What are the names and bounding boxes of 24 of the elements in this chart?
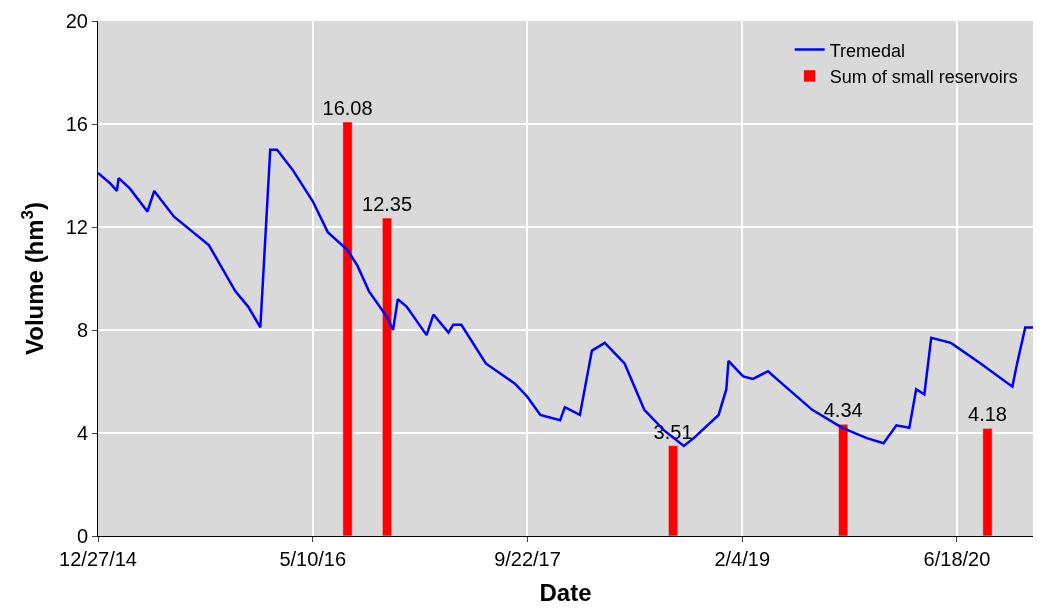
bar	[382, 217, 393, 536]
bar	[342, 121, 353, 536]
x-tick-label: 12/27/14	[59, 548, 137, 570]
x-tick-label: 9/22/17	[494, 548, 561, 570]
y-tick-label: 0	[76, 525, 88, 547]
y-tick-label: 20	[65, 10, 88, 32]
y-tick-label: 16	[65, 113, 88, 135]
y-tick-label: 4	[76, 422, 88, 444]
data-label: 12.35	[362, 192, 413, 215]
y-tick-label: 8	[76, 319, 88, 341]
data-label: 4.34	[823, 399, 863, 422]
x-tick-label: 6/18/20	[923, 548, 991, 570]
x-axis-title: Date	[539, 579, 592, 607]
x-tick-label: 5/10/16	[279, 548, 347, 570]
line-series	[98, 148, 1033, 448]
bar	[838, 424, 849, 536]
data-label: 4.18	[968, 403, 1007, 426]
bar	[668, 445, 679, 536]
legend-label: Tremedal	[829, 40, 906, 61]
x-tick-label: 2/4/19	[714, 548, 771, 570]
bar	[982, 428, 993, 536]
y-tick-label: 12	[65, 216, 88, 238]
data-label: 16.08	[322, 96, 373, 119]
legend-label: Sum of small reservoirs	[829, 66, 1018, 87]
